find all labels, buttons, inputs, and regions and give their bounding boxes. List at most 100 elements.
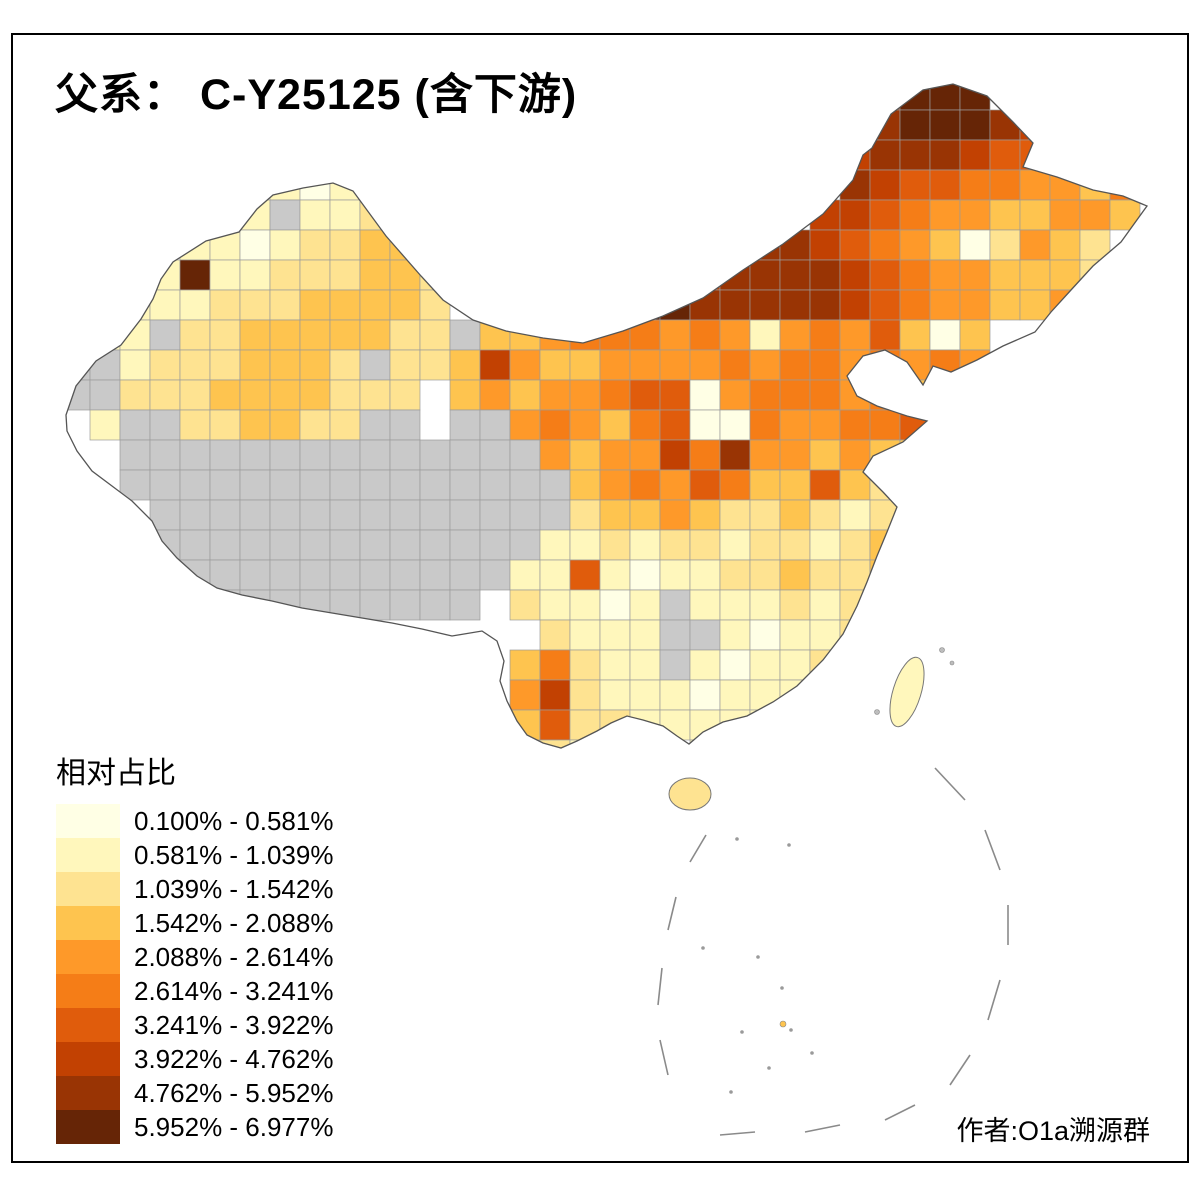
- map-region-cell: [299, 499, 331, 531]
- legend-title: 相对占比: [56, 757, 176, 790]
- island-dot: [789, 1028, 793, 1032]
- map-region-cell: [569, 409, 601, 441]
- map-region-cell: [569, 739, 601, 748]
- map-region-cell: [179, 259, 211, 291]
- map-region-cell: [689, 619, 721, 651]
- map-region-cell: [509, 649, 541, 681]
- map-region-cell: [599, 649, 631, 681]
- map-region-cell: [719, 469, 751, 501]
- map-region-cell: [119, 289, 151, 321]
- legend-swatch: [56, 940, 120, 974]
- map-region-cell: [1109, 169, 1141, 201]
- legend-swatch: [56, 872, 120, 906]
- map-region-cell: [629, 499, 661, 531]
- map-region-cell: [509, 409, 541, 441]
- legend-item: 4.762% - 5.952%: [56, 1076, 333, 1110]
- map-region-cell: [749, 379, 781, 411]
- map-region-cell: [839, 439, 871, 471]
- map-region-cell: [329, 379, 361, 411]
- taiwan-island: [889, 656, 925, 728]
- map-region-cell: [809, 229, 841, 261]
- map-region-cell: [869, 319, 901, 351]
- map-region-cell: [89, 409, 121, 441]
- map-region-cell: [809, 319, 841, 351]
- map-region-cell: [749, 319, 781, 351]
- map-region-cell: [569, 349, 601, 381]
- map-region-cell: [749, 649, 781, 681]
- map-region-cell: [899, 319, 931, 351]
- map-region-cell: [719, 679, 751, 711]
- map-region-cell: [719, 589, 751, 621]
- map-region-cell: [929, 589, 961, 621]
- map-region-cell: [779, 589, 811, 621]
- map-region-cell: [629, 709, 661, 741]
- map-region-cell: [149, 379, 181, 411]
- legend-swatch: [56, 1076, 120, 1110]
- map-region-cell: [809, 439, 841, 471]
- map-region-cell: [929, 259, 961, 291]
- map-region-cell: [809, 379, 841, 411]
- islet-dot: [949, 660, 955, 666]
- map-region-cell: [719, 709, 751, 741]
- map-region-cell: [329, 349, 361, 381]
- map-region-cell: [419, 349, 451, 381]
- map-region-cell: [899, 439, 931, 471]
- map-region-cell: [539, 529, 571, 561]
- map-region-cell: [299, 559, 331, 591]
- map-region-cell: [449, 349, 481, 381]
- map-region-cell: [239, 259, 271, 291]
- map-region-cell: [329, 409, 361, 441]
- map-region-cell: [659, 319, 691, 351]
- map-region-cell: [719, 409, 751, 441]
- map-region-cell: [749, 589, 781, 621]
- map-region-cell: [659, 529, 691, 561]
- map-region-cell: [269, 439, 301, 471]
- map-region-cell: [569, 439, 601, 471]
- map-region-cell: [569, 379, 601, 411]
- map-region-cell: [809, 409, 841, 441]
- map-region-cell: [539, 619, 571, 651]
- map-region-cell: [869, 469, 901, 501]
- island-dot: [701, 946, 705, 950]
- map-region-cell: [419, 319, 451, 351]
- map-region-cell: [209, 199, 241, 231]
- map-region-cell: [569, 589, 601, 621]
- dash-segment: [949, 1054, 971, 1086]
- map-region-cell: [779, 649, 811, 681]
- map-region-cell: [899, 349, 931, 381]
- map-region-cell: [329, 559, 361, 591]
- legend-items: 0.100% - 0.581% 0.581% - 1.039% 1.039% - 1…: [56, 804, 333, 1144]
- map-region-cell: [869, 619, 901, 651]
- map-region-cell: [359, 589, 391, 621]
- map-region-cell: [179, 529, 211, 561]
- map-region-cell: [689, 289, 721, 321]
- map-region-cell: [629, 619, 661, 651]
- legend-label: 2.614% - 3.241%: [134, 975, 334, 1006]
- map-region-cell: [239, 379, 271, 411]
- map-region-cell: [779, 439, 811, 471]
- map-region-cell: [329, 529, 361, 561]
- map-region-cell: [209, 349, 241, 381]
- legend-label: 0.581% - 1.039%: [134, 839, 334, 870]
- legend-label: 1.039% - 1.542%: [134, 873, 334, 904]
- map-region-cell: [989, 229, 1021, 261]
- map-region-cell: [749, 259, 781, 291]
- map-region-cell: [869, 139, 901, 171]
- map-region-cell: [629, 289, 661, 321]
- map-region-cell: [539, 379, 571, 411]
- map-region-cell: [1019, 169, 1051, 201]
- map-region-cell: [749, 709, 781, 741]
- map-region-cell: [689, 679, 721, 711]
- map-region-cell: [869, 349, 901, 381]
- map-region-cell: [359, 319, 391, 351]
- map-region-cell: [329, 319, 361, 351]
- map-region-cell: [839, 289, 871, 321]
- map-region-cell: [299, 199, 331, 231]
- map-region-cell: [779, 319, 811, 351]
- map-region-cell: [149, 469, 181, 501]
- map-region-cell: [599, 679, 631, 711]
- map-region-cell: [929, 349, 961, 381]
- map-region-cell: [389, 409, 421, 441]
- legend-item: 1.039% - 1.542%: [56, 872, 333, 906]
- map-region-cell: [239, 229, 271, 261]
